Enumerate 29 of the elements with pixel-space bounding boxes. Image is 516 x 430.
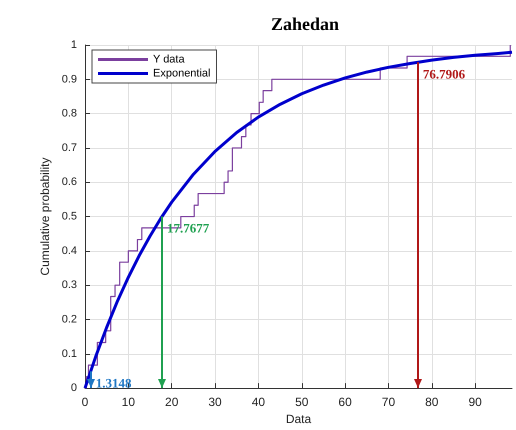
- y-tick-label: 1: [70, 39, 77, 51]
- x-tick-label: 40: [252, 395, 266, 410]
- x-tick-label: 0: [82, 395, 89, 410]
- legend-label: Y data: [153, 54, 186, 66]
- y-axis-title: Cumulative probability: [38, 158, 52, 276]
- y-tick-label: 0.5: [62, 210, 77, 223]
- y-tick-label: 0.1: [62, 348, 77, 360]
- y-tick-label: 0.2: [62, 313, 77, 326]
- y-tick-label: 0.7: [62, 142, 77, 154]
- y-tick-label: 0.9: [62, 73, 77, 86]
- x-tick-label: 20: [165, 395, 179, 410]
- y-tick-label: 0.8: [62, 108, 77, 120]
- x-tick-label: 60: [338, 395, 352, 410]
- ref-line-label: 1.3148: [96, 375, 132, 390]
- x-tick-label: 50: [295, 395, 309, 410]
- ref-line-label: 17.7677: [167, 220, 210, 236]
- chart-title: Zahedan: [270, 14, 340, 34]
- x-axis-title: Data: [286, 412, 312, 426]
- x-tick-label: 30: [208, 395, 222, 410]
- y-tick-label: 0.4: [62, 244, 77, 257]
- x-tick-label: 80: [425, 395, 439, 410]
- legend-label: Exponential: [153, 68, 210, 80]
- x-tick-label: 70: [382, 395, 396, 410]
- y-tick-label: 0.6: [62, 176, 77, 188]
- x-tick-label: 10: [122, 395, 136, 410]
- x-tick-label: 90: [468, 395, 482, 410]
- y-tick-label: 0.3: [62, 279, 77, 292]
- ref-line-label: 76.7906: [422, 66, 466, 82]
- y-tick-label: 0: [70, 382, 77, 394]
